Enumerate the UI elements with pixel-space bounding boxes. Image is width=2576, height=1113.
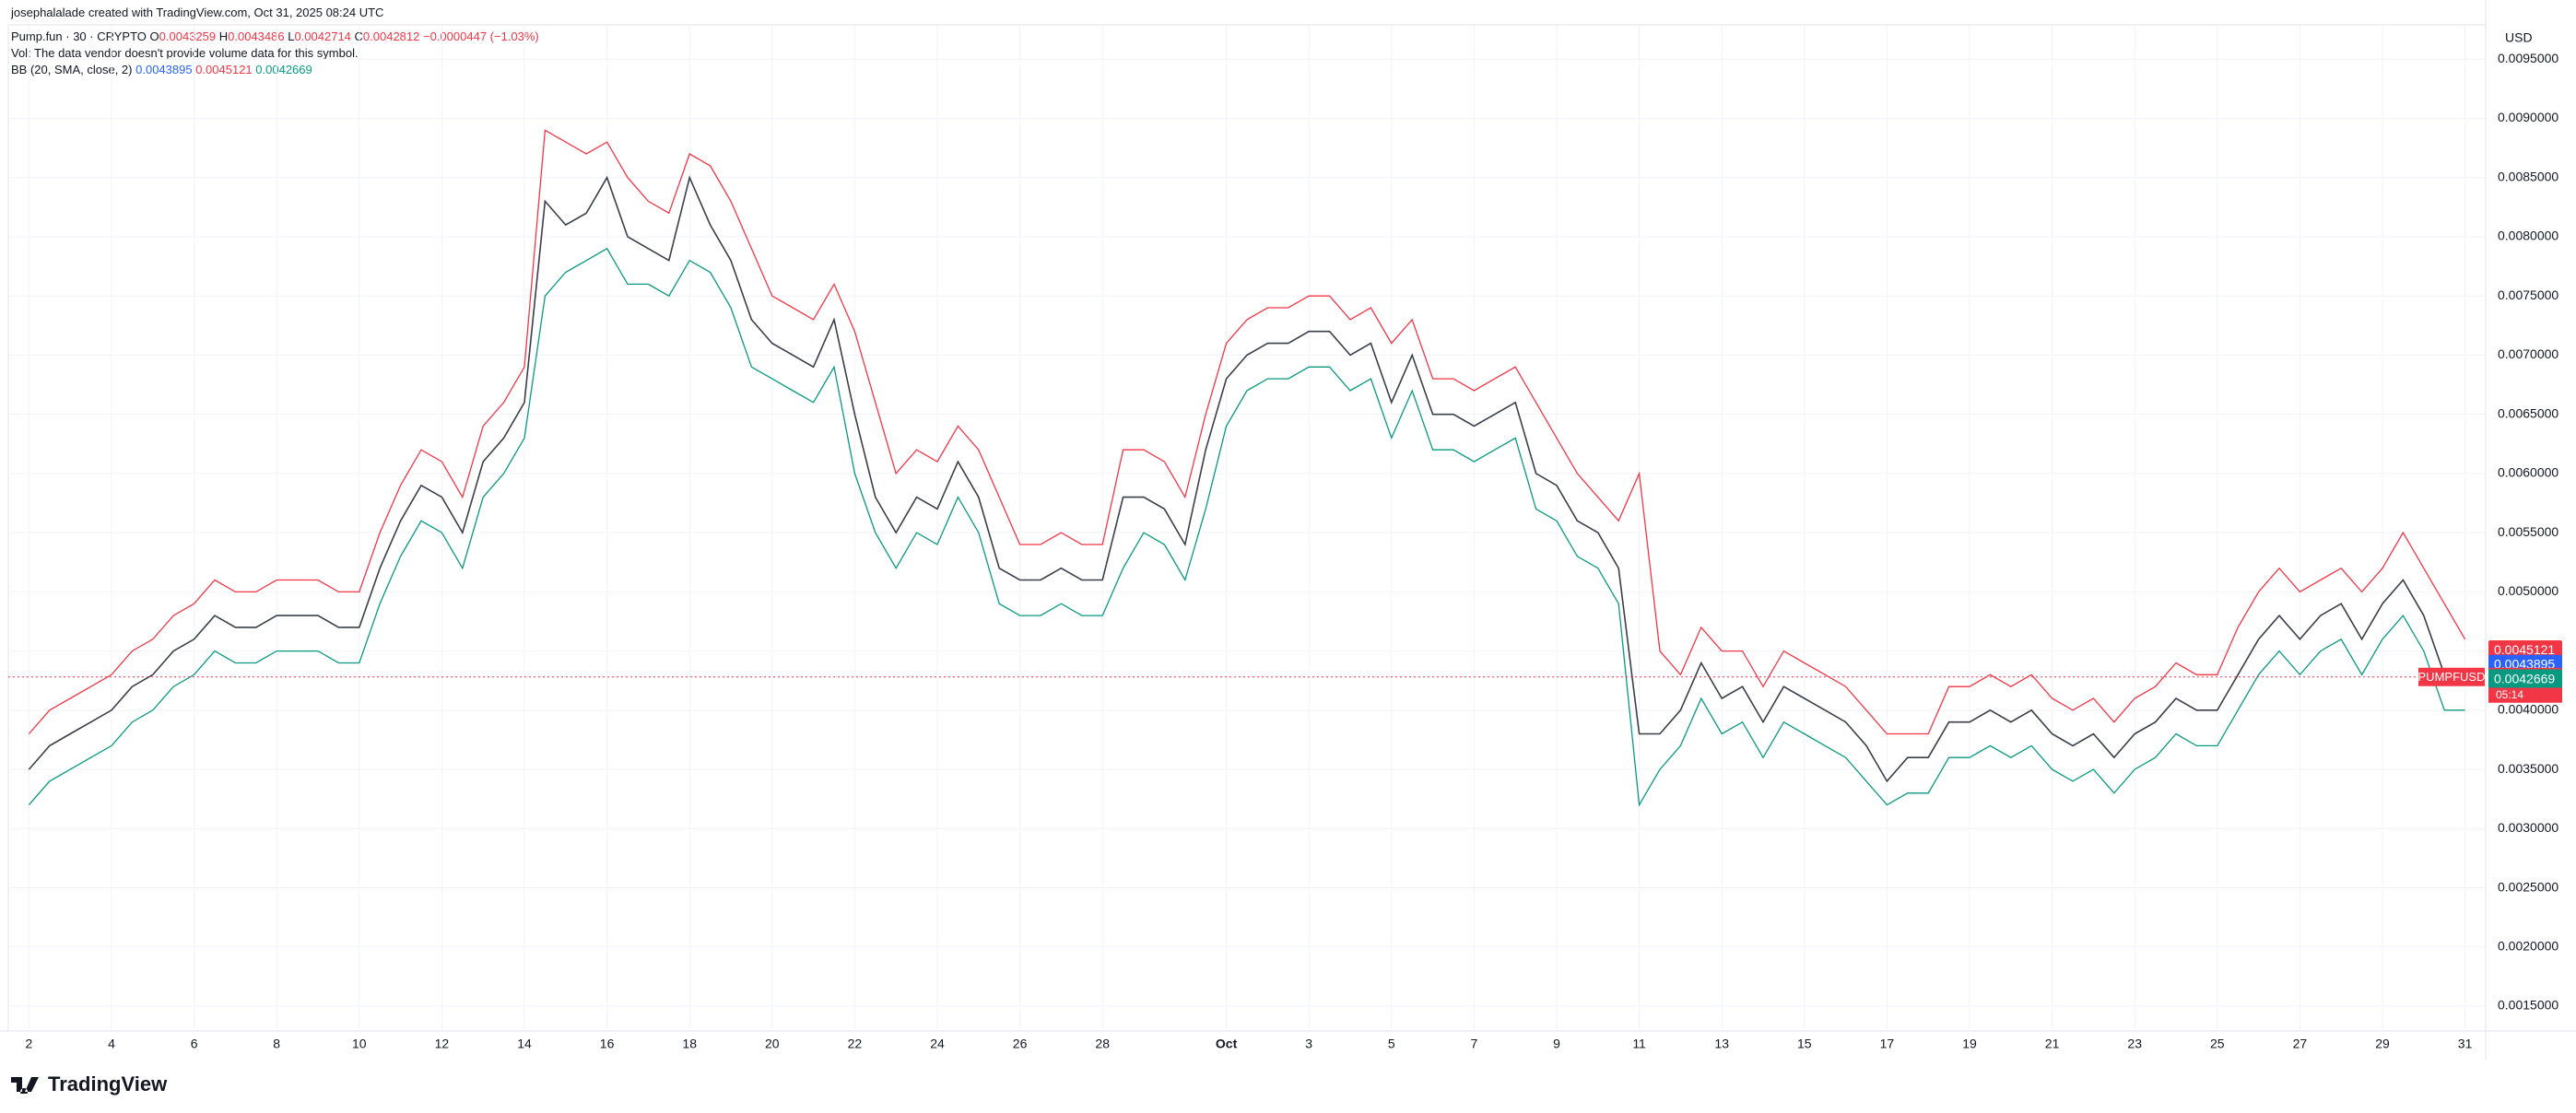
ohlc-value: 0.0042812 xyxy=(362,29,420,43)
indicator: BB (20, SMA, close, 2) xyxy=(11,63,133,76)
x-tick-label: 14 xyxy=(517,1037,532,1051)
ohlc-value: 0.0043259 xyxy=(159,29,217,43)
ohlc-key: C xyxy=(354,29,363,43)
change: −0.0000447 (−1.03%) xyxy=(423,29,539,43)
symbol-tag xyxy=(2418,667,2485,686)
x-tick-label: 3 xyxy=(1305,1037,1312,1051)
price-tag-label: 0.0043895 xyxy=(2494,657,2555,672)
currency: USD xyxy=(2505,30,2533,45)
credit: josephalalade created with TradingView.c… xyxy=(11,6,384,19)
x-tick-label: 23 xyxy=(2127,1037,2142,1051)
x-tick-label: 28 xyxy=(1095,1037,1110,1051)
x-tick-label: 10 xyxy=(352,1037,367,1051)
x-tick-label: 5 xyxy=(1388,1037,1395,1051)
price-tag xyxy=(2488,669,2562,688)
y-tick-label: 0.0020000 xyxy=(2498,938,2558,953)
ohlc-key: O xyxy=(149,29,159,43)
indicator-value: 0.0042669 xyxy=(255,63,312,76)
logo-text: TradingView xyxy=(48,1072,168,1095)
x-tick-label: 17 xyxy=(1880,1037,1895,1051)
x-tick-label: 31 xyxy=(2458,1037,2473,1051)
x-tick-label: 15 xyxy=(1797,1037,1812,1051)
series-line xyxy=(28,247,2465,807)
y-tick-label: 0.0065000 xyxy=(2498,405,2558,420)
logo: TradingView xyxy=(11,1072,167,1096)
x-tick-label: 19 xyxy=(1962,1037,1977,1051)
x-tick-label: 2 xyxy=(26,1037,33,1051)
x-tick-label: 9 xyxy=(1553,1037,1560,1051)
y-tick-label: 0.0025000 xyxy=(2498,879,2558,894)
y-tick-label: 0.0075000 xyxy=(2498,287,2558,302)
y-tick-label: 0.0060000 xyxy=(2498,465,2558,480)
ohlc-key: L xyxy=(288,29,295,43)
y-tick-label: 0.0050000 xyxy=(2498,583,2558,598)
vol-note: Vol: The data vendor doesn't provide vol… xyxy=(11,46,359,60)
indicator-value: 0.0045121 xyxy=(195,63,253,76)
ohlc-value: 0.0042714 xyxy=(294,29,351,43)
x-tick-label: 21 xyxy=(2045,1037,2060,1051)
ohlc-key: H xyxy=(218,29,229,43)
indicator-value: 0.0043895 xyxy=(135,63,193,76)
countdown-tag xyxy=(2488,685,2562,703)
y-tick-label: 0.0095000 xyxy=(2498,51,2558,65)
x-tick-label: 18 xyxy=(682,1037,697,1051)
y-tick-label: 0.0015000 xyxy=(2498,998,2558,1013)
x-tick-label: 16 xyxy=(600,1037,615,1051)
x-tick-label: Oct xyxy=(1216,1037,1238,1051)
x-tick-label: 12 xyxy=(435,1037,450,1051)
price-tag-label: 0.0042669 xyxy=(2494,671,2555,685)
logo-icon xyxy=(11,1077,39,1094)
series-line xyxy=(28,129,2466,735)
price-tag xyxy=(2488,640,2562,660)
y-tick-label: 0.0090000 xyxy=(2498,110,2558,124)
x-tick-label: 24 xyxy=(930,1037,945,1051)
x-tick-label: 20 xyxy=(765,1037,780,1051)
symbol: Pump.fun · 30 · CRYPTO xyxy=(11,29,147,43)
x-tick-label: 26 xyxy=(1013,1037,1028,1051)
countdown: 05:14 xyxy=(2496,688,2523,701)
x-tick-label: 7 xyxy=(1471,1037,1478,1051)
y-tick-label: 0.0055000 xyxy=(2498,524,2558,539)
x-tick-label: 11 xyxy=(1632,1037,1646,1051)
x-tick-label: 22 xyxy=(848,1037,863,1051)
y-tick-label: 0.0040000 xyxy=(2498,702,2558,717)
plot-frame xyxy=(7,24,2487,1032)
x-tick-label: 8 xyxy=(273,1037,280,1051)
symbol-line: Pump.fun · 30 · CRYPTO O0.0043259 H0.004… xyxy=(11,29,539,43)
ohlc-value: 0.0043486 xyxy=(228,29,285,43)
y-tick-label: 0.0085000 xyxy=(2498,169,2558,183)
x-tick-label: 13 xyxy=(1714,1037,1729,1051)
x-tick-label: 25 xyxy=(2210,1037,2225,1051)
y-tick-label: 0.0070000 xyxy=(2498,346,2558,361)
indicator-line: BB (20, SMA, close, 2) 0.0043895 0.00451… xyxy=(11,63,312,76)
series-line xyxy=(28,175,2465,783)
price-tag-label: 0.0045121 xyxy=(2494,642,2555,657)
x-tick-label: 29 xyxy=(2375,1037,2390,1051)
y-tick-label: 0.0080000 xyxy=(2498,228,2558,243)
y-tick-label: 0.0035000 xyxy=(2498,761,2558,776)
x-tick-label: 6 xyxy=(191,1037,198,1051)
x-tick-label: 4 xyxy=(108,1037,115,1051)
symbol-tag-label: PUMPFUSD xyxy=(2418,670,2486,684)
x-tick-label: 27 xyxy=(2293,1037,2308,1051)
chart: USD 0.0015000 0.0020000 0.0025000 0.0030000… xyxy=(0,0,2576,1060)
y-tick-label: 0.0030000 xyxy=(2498,820,2558,835)
